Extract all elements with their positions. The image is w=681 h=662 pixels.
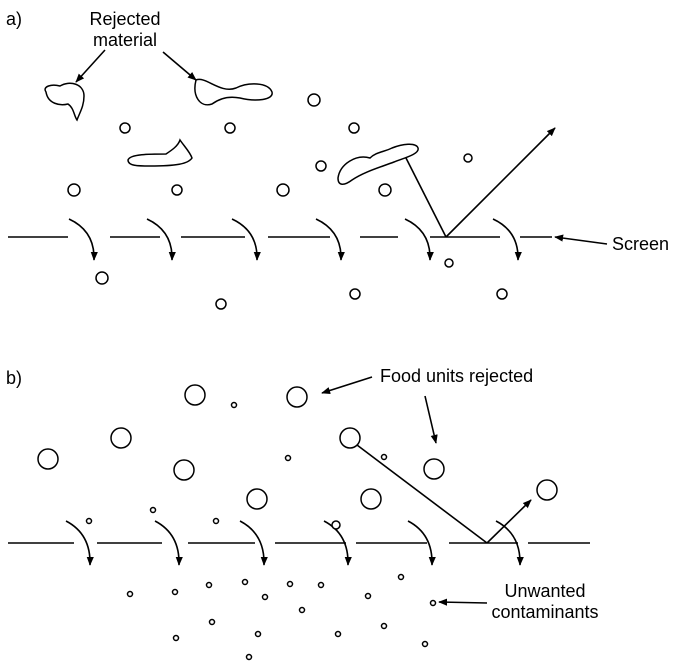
pass-through-arrow [231,218,261,261]
pass-through-arrow [404,218,434,261]
food-units-rejected-label: Food units rejected [380,366,534,386]
rejected-pointer-arrow [162,51,197,81]
food-unit [173,459,195,481]
contaminant [208,618,216,626]
screen-pointer-arrow [554,234,608,245]
food-unit [110,427,132,449]
panel-a-letter: a) [6,9,23,29]
contaminant [205,581,213,589]
rebound-trajectory-out [486,499,532,544]
contaminant [230,401,238,409]
contaminant [149,506,157,514]
unwanted-contaminants-label: Unwanted contaminants [480,581,610,623]
rebound-trajectory-in [405,157,447,238]
pass-through-arrow [492,218,522,261]
contaminant [241,578,249,586]
particle [463,153,473,163]
contaminant [331,520,341,530]
pass-through-arrow [68,218,98,261]
contaminant [212,517,220,525]
pass-through-arrow [65,520,94,566]
contaminant [380,453,388,461]
contaminant [397,573,405,581]
contaminant [380,622,388,630]
contaminant [171,588,179,596]
particle [119,122,131,134]
pass-through-arrow [154,520,183,566]
particle [276,183,290,197]
contaminant [172,634,180,642]
contaminant [421,640,429,648]
food-unit [339,427,361,449]
unwanted-contaminants-label-line2: contaminants [491,602,599,622]
panel-a [8,49,608,310]
particle [444,258,454,268]
pass-through-arrow [323,520,352,566]
particle [215,298,227,310]
food-pointer-arrow [424,395,438,444]
food-pointer-arrow [321,376,373,394]
particle [349,288,361,300]
particle [67,183,81,197]
contaminant [364,592,372,600]
rejected-material-label: Rejected material [72,9,178,51]
contaminant [261,593,269,601]
rejected-material-label-line1: Rejected [89,9,161,29]
contaminant [298,606,306,614]
contaminant [85,517,93,525]
contaminant [126,590,134,598]
particle [315,160,327,172]
pass-through-arrow [495,520,524,566]
food-unit [184,384,206,406]
contaminant [317,581,325,589]
particle [224,122,236,134]
contaminant [254,630,262,638]
rebound-trajectory-out [445,127,556,238]
contaminant [284,454,292,462]
food-unit [360,488,382,510]
particle [378,183,392,197]
panel-b-letter: b) [6,368,23,388]
rejected-material-blob [337,143,419,185]
screen-label: Screen [612,234,670,254]
particle [307,93,321,107]
rejected-material-label-line2: material [92,30,158,50]
pass-through-arrow [407,520,436,566]
food-unit [286,386,308,408]
rejected-material-blob [194,78,273,106]
pass-through-arrow [315,218,345,261]
food-unit [37,448,59,470]
food-unit [423,458,445,480]
rejected-material-blob [127,138,193,167]
food-unit [536,479,558,501]
pass-through-arrow [239,520,268,566]
panel-b [8,376,590,661]
particle [95,271,109,285]
rejected-pointer-arrow [75,49,106,83]
contaminant [245,653,253,661]
food-unit [246,488,268,510]
particle [496,288,508,300]
rejected-material-blob [44,82,85,122]
particle [171,184,183,196]
contaminant [286,580,294,588]
rebound-trajectory-in [356,444,488,544]
pass-through-arrow [146,218,176,261]
unwanted-contaminants-label-line1: Unwanted [504,581,586,601]
contaminant [334,630,342,638]
contaminant [429,599,437,607]
particle [348,122,360,134]
contaminants-pointer-arrow [438,598,488,606]
